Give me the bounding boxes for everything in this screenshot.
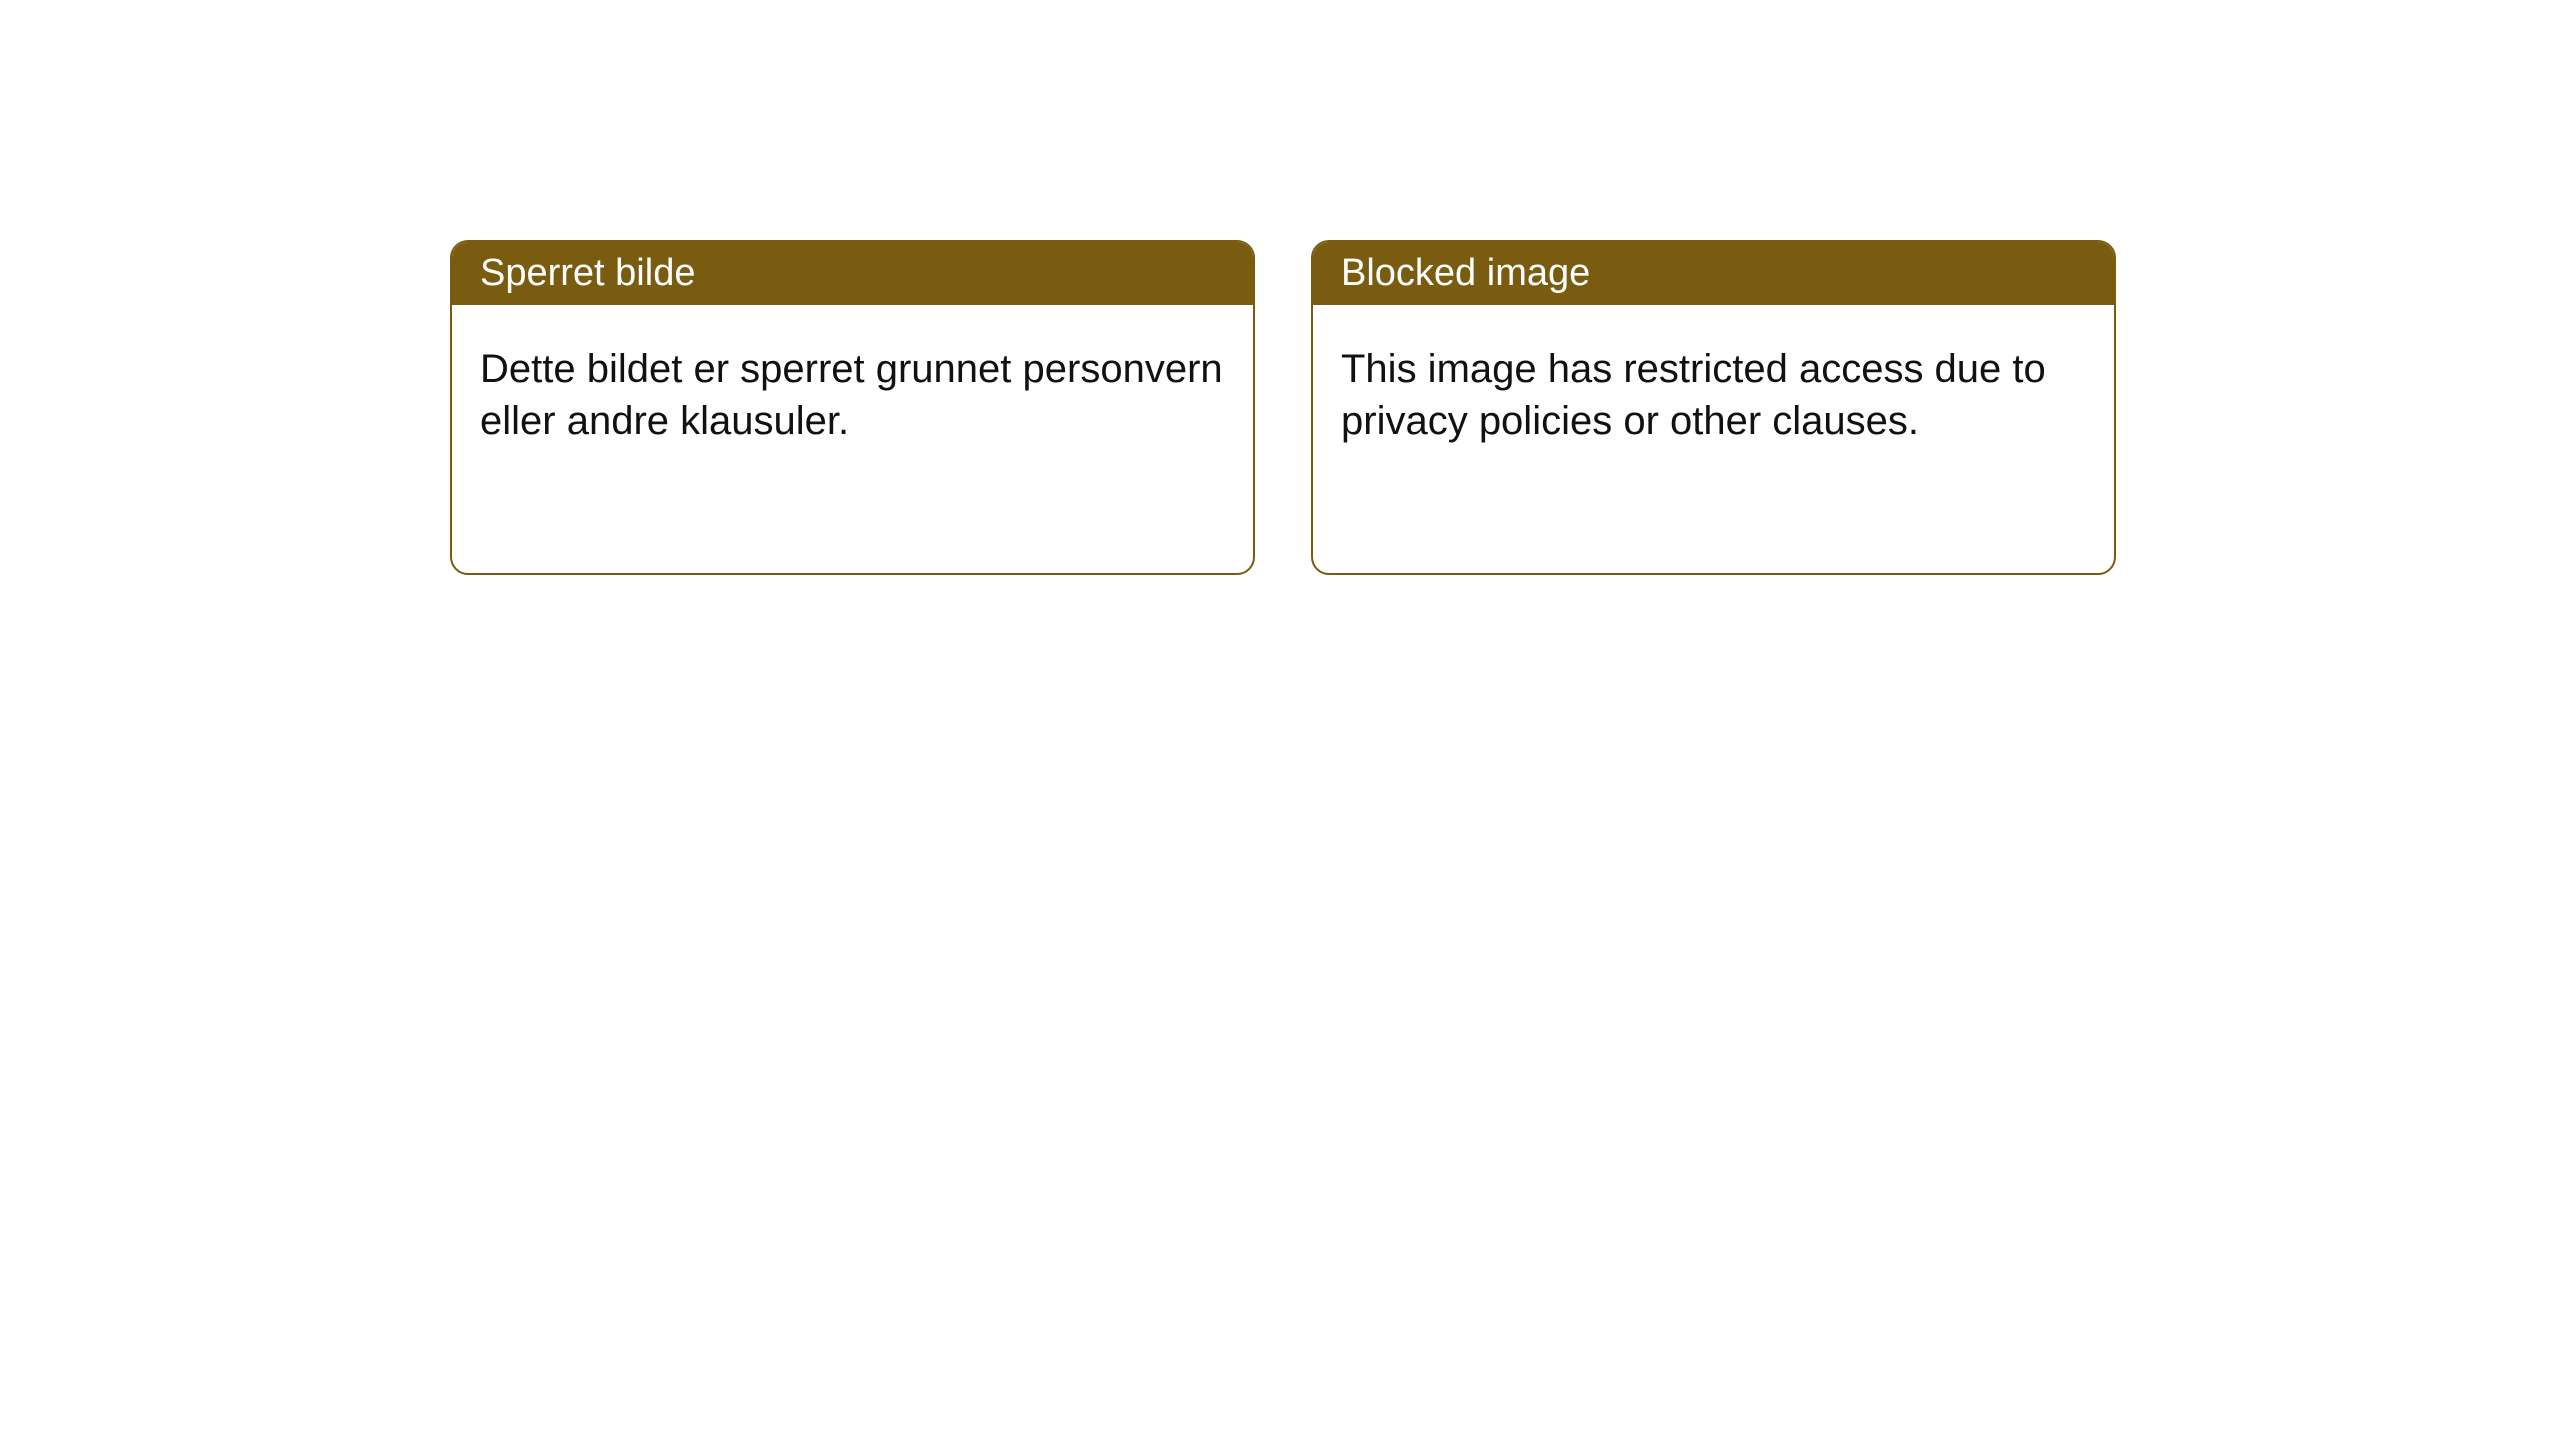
notice-card-title: Sperret bilde (452, 242, 1253, 305)
notice-card-body: This image has restricted access due to … (1313, 305, 2114, 485)
notice-card-no: Sperret bilde Dette bildet er sperret gr… (450, 240, 1255, 575)
notice-card-en: Blocked image This image has restricted … (1311, 240, 2116, 575)
notice-card-title: Blocked image (1313, 242, 2114, 305)
notice-card-body: Dette bildet er sperret grunnet personve… (452, 305, 1253, 485)
notice-cards-container: Sperret bilde Dette bildet er sperret gr… (0, 0, 2560, 575)
